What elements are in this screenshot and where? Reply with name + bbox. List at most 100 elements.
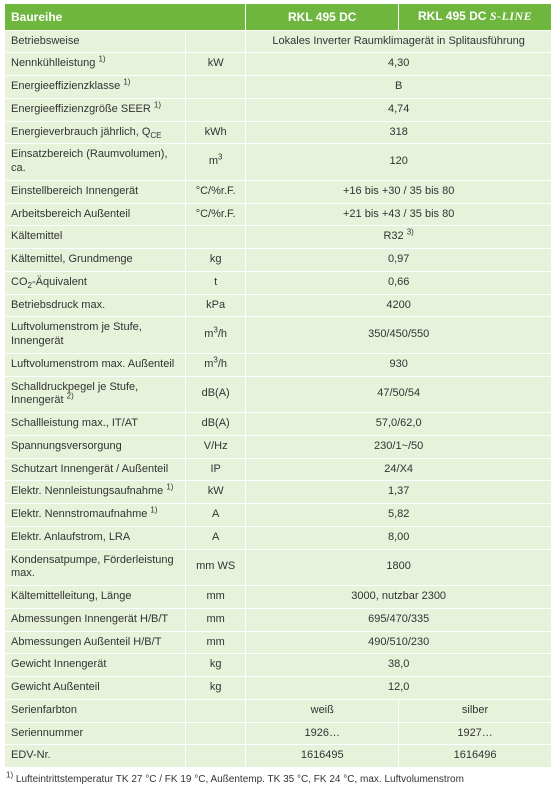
row-value: 12,0 [246,677,552,700]
row-unit [185,76,245,99]
row-value: 24/X4 [246,458,552,481]
header-row: Baureihe RKL 495 DC RKL 495 DC S-LINE [5,4,552,30]
table-row: Elektr. Nennstromaufnahme 1)A5,82 [5,504,552,527]
row-label: Elektr. Anlaufstrom, LRA [5,526,186,549]
table-row: Serienfarbton weißsilber [5,699,552,722]
row-value: 318 [246,121,552,144]
table-row: Arbeitsbereich Außenteil°C/%r.F.+21 bis … [5,203,552,226]
row-label: Arbeitsbereich Außenteil [5,203,186,226]
row-value-1: weiß [246,699,399,722]
row-unit: kg [185,654,245,677]
row-value: 8,00 [246,526,552,549]
row-label: Schutzart Innengerät / Außenteil [5,458,186,481]
row-unit: m3/h [185,353,245,376]
row-label: Gewicht Außenteil [5,677,186,700]
row-unit: °C/%r.F. [185,203,245,226]
row-unit [185,699,245,722]
table-row: Energieeffizienzklasse 1)B [5,76,552,99]
row-value: 4,74 [246,98,552,121]
table-row: Abmessungen Innengerät H/B/Tmm695/470/33… [5,608,552,631]
table-row: Schalldruckpegel je Stufe, Innengerät 2)… [5,376,552,413]
table-row: Abmessungen Außenteil H/B/Tmm490/510/230 [5,631,552,654]
row-value: 350/450/550 [246,317,552,354]
row-value: 0,66 [246,271,552,294]
table-row: Elektr. Nennleistungsaufnahme 1)kW1,37 [5,481,552,504]
table-row: Gewicht Außenteilkg12,0 [5,677,552,700]
row-unit: dB(A) [185,376,245,413]
row-unit: °C/%r.F. [185,180,245,203]
table-row: Energieeffizienzgröße SEER 1) 4,74 [5,98,552,121]
row-unit: A [185,504,245,527]
row-unit: V/Hz [185,435,245,458]
row-label: Elektr. Nennleistungsaufnahme 1) [5,481,186,504]
row-label: Elektr. Nennstromaufnahme 1) [5,504,186,527]
row-unit: mm WS [185,549,245,586]
table-row: Elektr. Anlaufstrom, LRAA8,00 [5,526,552,549]
row-value: Lokales Inverter Raumklimagerät in Split… [246,30,552,53]
row-unit: m3 [185,144,245,181]
row-value: 3000, nutzbar 2300 [246,586,552,609]
table-row: Nennkühlleistung 1)kW4,30 [5,53,552,76]
row-value: 38,0 [246,654,552,677]
table-row: Luftvolumenstrom max. Außenteilm3/h930 [5,353,552,376]
table-row: Luftvolumenstrom je Stufe, Innengerätm3/… [5,317,552,354]
row-unit: t [185,271,245,294]
row-label: CO2-Äquivalent [5,271,186,294]
row-unit: kWh [185,121,245,144]
row-unit: kW [185,481,245,504]
row-unit [185,98,245,121]
row-label: Einstellbereich Innengerät [5,180,186,203]
row-value: R32 3) [246,226,552,249]
row-unit: mm [185,631,245,654]
row-value: 490/510/230 [246,631,552,654]
row-label: Kondensatpumpe, Förderleistung max. [5,549,186,586]
spec-table-body: Betriebsweise Lokales Inverter Raumklimag… [5,30,552,768]
row-value: 4200 [246,294,552,317]
row-value: +21 bis +43 / 35 bis 80 [246,203,552,226]
row-label: Kältemittelleitung, Länge [5,586,186,609]
row-label: Spannungsversorgung [5,435,186,458]
row-unit: kPa [185,294,245,317]
row-label: Schalldruckpegel je Stufe, Innengerät 2) [5,376,186,413]
row-label: Seriennummer [5,722,186,745]
row-unit: IP [185,458,245,481]
row-label: Schallleistung max., IT/AT [5,413,186,436]
row-unit: m3/h [185,317,245,354]
table-row: SpannungsversorgungV/Hz230/1~/50 [5,435,552,458]
row-value-2: silber [399,699,552,722]
row-value-2: 1927… [399,722,552,745]
table-row: Schallleistung max., IT/ATdB(A)57,0/62,0 [5,413,552,436]
row-label: Energieverbrauch jährlich, QCE [5,121,186,144]
row-value: 120 [246,144,552,181]
row-value: 47/50/54 [246,376,552,413]
row-label: Energieeffizienzgröße SEER 1) [5,98,186,121]
row-value: 0,97 [246,249,552,272]
row-unit: kW [185,53,245,76]
row-value: 695/470/335 [246,608,552,631]
row-unit: mm [185,586,245,609]
row-unit: dB(A) [185,413,245,436]
table-row: Kältemittel R32 3) [5,226,552,249]
row-label: Abmessungen Innengerät H/B/T [5,608,186,631]
row-value: 1800 [246,549,552,586]
table-row: Schutzart Innengerät / AußenteilIP24/X4 [5,458,552,481]
table-row: Kältemittelleitung, Längemm3000, nutzbar… [5,586,552,609]
row-unit: A [185,526,245,549]
table-row: Energieverbrauch jährlich, QCEkWh318 [5,121,552,144]
row-unit [185,226,245,249]
footnote: 1) Lufteintrittstemperatur TK 27 °C / FK… [4,768,552,785]
header-model-1: RKL 495 DC [246,4,399,30]
row-label: Kältemittel [5,226,186,249]
row-label: Serienfarbton [5,699,186,722]
row-unit [185,722,245,745]
row-label: EDV-Nr. [5,745,186,768]
row-unit: kg [185,249,245,272]
row-value: +16 bis +30 / 35 bis 80 [246,180,552,203]
row-label: Abmessungen Außenteil H/B/T [5,631,186,654]
row-label: Betriebsweise [5,30,186,53]
row-value-1: 1616495 [246,745,399,768]
row-value: 4,30 [246,53,552,76]
row-value: B [246,76,552,99]
header-baureihe: Baureihe [5,4,246,30]
row-unit [185,745,245,768]
